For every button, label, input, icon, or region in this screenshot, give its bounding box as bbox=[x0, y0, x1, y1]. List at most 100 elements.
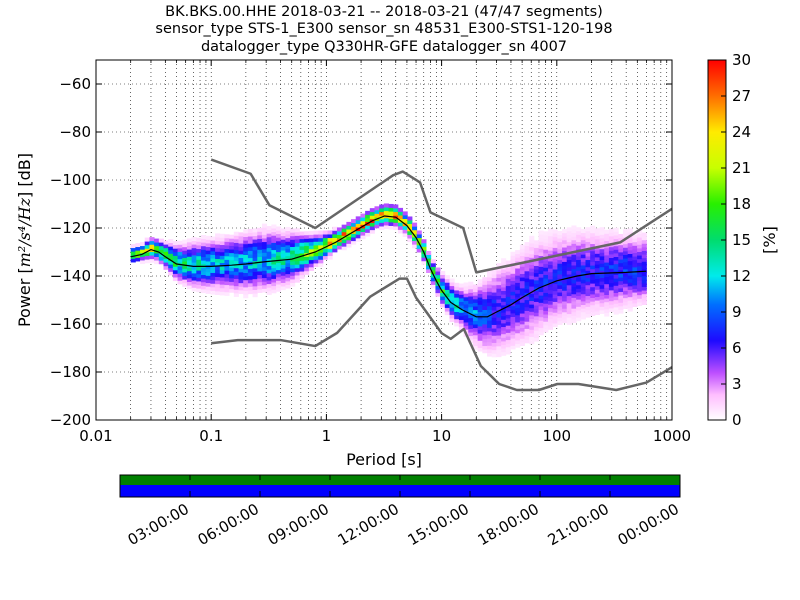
histogram-cell bbox=[533, 315, 539, 320]
histogram-cell bbox=[557, 259, 563, 264]
histogram-cell bbox=[637, 237, 643, 242]
histogram-cell bbox=[238, 286, 244, 291]
histogram-cell bbox=[585, 248, 591, 253]
histogram-cell bbox=[224, 248, 230, 253]
histogram-cell bbox=[538, 273, 544, 278]
histogram-cell bbox=[472, 313, 479, 318]
histogram-cell bbox=[177, 269, 183, 274]
histogram-cell bbox=[346, 225, 352, 230]
histogram-cell bbox=[594, 239, 600, 244]
histogram-cell bbox=[543, 249, 549, 254]
histogram-cell bbox=[205, 279, 211, 284]
histogram-cell bbox=[505, 339, 511, 344]
histogram-cell bbox=[205, 282, 211, 287]
histogram-cell bbox=[533, 319, 539, 324]
histogram-cell bbox=[618, 244, 624, 249]
histogram-cell bbox=[515, 343, 521, 348]
histogram-cell bbox=[266, 290, 272, 295]
histogram-cell bbox=[641, 275, 647, 280]
histogram-cell bbox=[365, 214, 371, 219]
histogram-cell bbox=[201, 267, 207, 272]
histogram-cell bbox=[308, 245, 314, 250]
histogram-cell bbox=[397, 211, 404, 216]
histogram-cell bbox=[557, 292, 563, 297]
histogram-cell bbox=[557, 295, 563, 300]
histogram-cell bbox=[271, 285, 277, 290]
histogram-cell bbox=[468, 281, 474, 286]
histogram-cell bbox=[608, 261, 615, 266]
histogram-cell bbox=[515, 268, 521, 273]
histogram-cell bbox=[416, 237, 422, 242]
histogram-cell bbox=[632, 302, 638, 307]
histogram-cell bbox=[613, 310, 619, 315]
histogram-cell bbox=[430, 262, 436, 267]
histogram-cell bbox=[224, 245, 230, 250]
histogram-cell bbox=[421, 239, 427, 244]
histogram-cell bbox=[280, 242, 286, 247]
histogram-cell bbox=[637, 240, 643, 245]
histogram-cell bbox=[201, 253, 207, 258]
histogram-cell bbox=[632, 284, 638, 289]
histogram-cell bbox=[637, 258, 643, 263]
histogram-cell bbox=[585, 310, 591, 315]
histogram-cell bbox=[440, 303, 446, 308]
histogram-cell bbox=[449, 289, 455, 294]
histogram-cell bbox=[608, 271, 615, 276]
histogram-cell bbox=[172, 244, 178, 249]
histogram-cell bbox=[613, 303, 619, 308]
histogram-cell bbox=[580, 286, 586, 291]
histogram-cell bbox=[402, 225, 408, 230]
histogram-cell bbox=[135, 257, 141, 262]
histogram-cell bbox=[449, 278, 455, 283]
histogram-cell bbox=[491, 349, 497, 354]
histogram-cell bbox=[571, 311, 577, 316]
histogram-cell bbox=[266, 269, 272, 274]
histogram-cell bbox=[477, 279, 483, 284]
histogram-cell bbox=[402, 211, 408, 216]
histogram-cell bbox=[252, 249, 258, 254]
histogram-cell bbox=[454, 308, 460, 313]
histogram-cell bbox=[524, 321, 530, 326]
histogram-cell bbox=[327, 252, 333, 257]
histogram-cell bbox=[365, 225, 371, 230]
histogram-cell bbox=[543, 328, 549, 333]
histogram-cell bbox=[515, 296, 521, 301]
histogram-cell bbox=[341, 231, 347, 236]
histogram-cell bbox=[496, 349, 502, 354]
y-tick-label: −140 bbox=[50, 267, 91, 285]
y-tick-label: −160 bbox=[50, 315, 91, 333]
histogram-cell bbox=[501, 276, 507, 281]
histogram-cell bbox=[290, 275, 296, 280]
histogram-cell bbox=[608, 235, 615, 240]
histogram-cell bbox=[313, 255, 319, 260]
histogram-cell bbox=[524, 317, 530, 322]
histogram-cell bbox=[585, 241, 591, 246]
histogram-cell bbox=[294, 271, 300, 276]
histogram-cell bbox=[224, 241, 230, 246]
histogram-cell bbox=[552, 283, 558, 288]
histogram-cell bbox=[543, 270, 549, 275]
histogram-cell bbox=[547, 297, 554, 302]
histogram-cell bbox=[243, 279, 249, 284]
histogram-cell bbox=[627, 264, 633, 269]
histogram-cell bbox=[627, 267, 633, 272]
histogram-cell bbox=[547, 271, 554, 276]
histogram-cell bbox=[533, 323, 539, 328]
histogram-cell bbox=[515, 329, 521, 334]
histogram-cell bbox=[562, 301, 568, 306]
histogram-cell bbox=[571, 297, 577, 302]
histogram-cell bbox=[130, 258, 136, 263]
histogram-cell bbox=[571, 319, 577, 324]
histogram-cell bbox=[487, 352, 493, 357]
histogram-cell bbox=[557, 320, 563, 325]
histogram-cell bbox=[482, 320, 488, 325]
histogram-cell bbox=[562, 315, 568, 320]
histogram-cell bbox=[529, 235, 535, 240]
histogram-cell bbox=[383, 203, 389, 208]
histogram-cell bbox=[191, 254, 197, 259]
histogram-cell bbox=[158, 256, 164, 261]
histogram-cell bbox=[515, 286, 521, 291]
histogram-cell bbox=[510, 259, 516, 263]
histogram-cell bbox=[294, 264, 300, 269]
